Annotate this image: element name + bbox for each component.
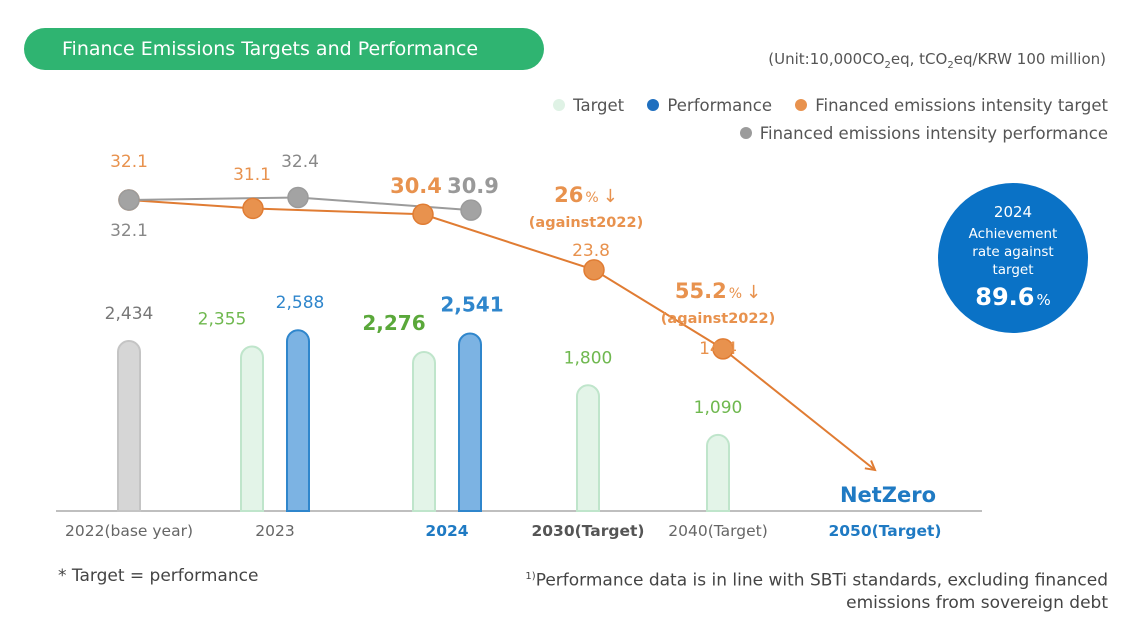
annotation-reduction-2040: 55.2% ↓ (675, 279, 761, 303)
label-intensity-target: 30.4 (390, 174, 442, 198)
badge-value: 89.6% (975, 283, 1050, 311)
label-intensity-target: 23.8 (572, 241, 610, 261)
bar-label-performance: 2,588 (276, 293, 325, 313)
point-intensity-performance (287, 186, 309, 209)
point-intensity-target (712, 338, 734, 360)
label-intensity-performance: 30.9 (447, 174, 499, 198)
bar-label-performance: 2,541 (440, 293, 503, 317)
x-tick-label: 2024 (425, 522, 468, 540)
bar-label-target: 2,276 (362, 311, 425, 335)
legend-item-intensity-target: Financed emissions intensity target (795, 92, 1108, 120)
bar-target (706, 433, 730, 512)
label-intensity-target: 32.1 (110, 152, 148, 172)
chart-title: Finance Emissions Targets and Performanc… (24, 28, 544, 70)
bar-target (576, 384, 600, 512)
bar-performance (458, 332, 482, 512)
x-tick-label: 2040(Target) (668, 522, 768, 540)
legend-item-intensity-performance: Financed emissions intensity performance (739, 120, 1108, 148)
label-intensity-performance: 32.1 (110, 221, 148, 241)
point-intensity-target (412, 203, 434, 226)
x-tick-label: 2030(Target) (531, 522, 644, 540)
bar-label-target: 1,800 (564, 348, 613, 368)
bar-label-target: 1,090 (694, 398, 743, 418)
x-tick-label: 2050(Target) (828, 522, 941, 540)
footnote-target-equals-performance: * Target = performance (58, 566, 259, 586)
legend-item-target: Target (553, 92, 624, 120)
point-intensity-target (583, 259, 605, 281)
annotation-reduction-2040-note: (against2022) (661, 311, 775, 327)
legend-dot-target (553, 98, 566, 111)
point-intensity-target (242, 197, 264, 220)
footnote-sbti: 1)Performance data is in line with SBTi … (525, 570, 1108, 613)
point-intensity-performance (460, 199, 482, 221)
bar-label-base-year: 2,434 (105, 304, 154, 324)
label-intensity-performance: 32.4 (281, 152, 319, 172)
x-tick-label: 2022(base year) (65, 522, 193, 540)
annotation-reduction-2030: 26% ↓ (554, 183, 618, 207)
badge-year: 2024 (994, 203, 1032, 221)
legend-item-performance: Performance (647, 92, 772, 120)
unit-label: (Unit:10,000CO2eq, tCO2eq/KRW 100 millio… (768, 50, 1106, 71)
x-tick-label: 2023 (255, 522, 294, 540)
point-intensity-performance (118, 189, 140, 211)
emissions-chart: 2022(base year) 2023 2024 2030(Target) 2040(… (56, 152, 1088, 540)
legend-dot-intensity-target (795, 98, 808, 111)
bar-target (412, 351, 436, 512)
badge-line1: Achievement (969, 226, 1058, 242)
achievement-badge (938, 183, 1088, 333)
line-intensity-target-arrow (722, 348, 875, 470)
bar-label-target: 2,355 (198, 310, 247, 330)
bar-target (240, 345, 264, 512)
bar-performance (286, 329, 310, 512)
label-netzero: NetZero (840, 483, 936, 507)
badge-line3: target (992, 262, 1033, 278)
legend-dot-performance (647, 98, 660, 111)
legend-dot-intensity-performance (739, 126, 752, 139)
label-intensity-target: 14.4 (699, 339, 737, 359)
annotation-reduction-2030-note: (against2022) (529, 215, 643, 231)
label-intensity-target: 31.1 (233, 165, 271, 185)
legend: Target Performance Financed emissions in… (408, 92, 1108, 148)
bar-base-year (117, 340, 141, 512)
badge-line2: rate against (972, 244, 1053, 260)
